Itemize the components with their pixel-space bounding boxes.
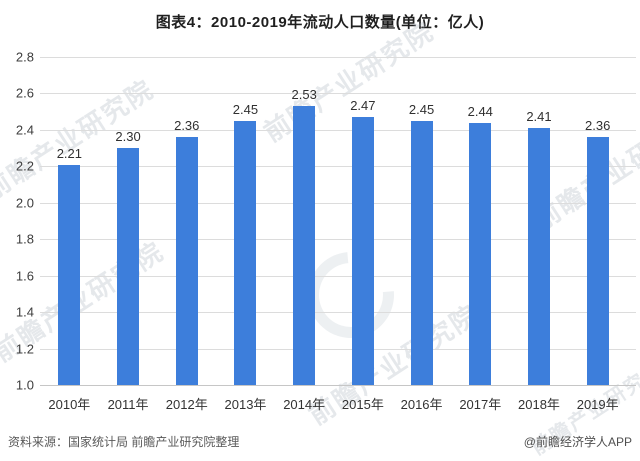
gridline <box>40 275 636 277</box>
x-tick-label: 2019年 <box>576 397 619 412</box>
bar-value-label: 2.45 <box>232 101 259 117</box>
gridline <box>40 57 636 58</box>
y-tick-label: 1.0 <box>15 377 34 393</box>
gridline <box>40 348 636 350</box>
chart-title: 图表4：2010-2019年流动人口数量(单位：亿人) <box>155 14 485 31</box>
x-tick-label: 2016年 <box>400 397 443 412</box>
gridline <box>40 129 636 131</box>
bar <box>58 164 81 385</box>
x-tick-label: 2013年 <box>224 397 267 412</box>
y-tick-label: 2.8 <box>15 49 34 65</box>
bar-value-label: 2.45 <box>408 101 435 117</box>
bar <box>234 120 257 385</box>
x-tick-label: 2017年 <box>459 397 502 412</box>
gridline <box>40 166 636 168</box>
y-tick-label: 1.4 <box>15 304 34 320</box>
y-tick-label: 1.8 <box>15 231 34 247</box>
gridline <box>40 202 636 204</box>
y-tick-label: 2.6 <box>15 85 34 101</box>
y-tick-label: 2.4 <box>15 122 34 138</box>
bar-value-label: 2.21 <box>56 145 82 161</box>
bar-column: 2.30 <box>99 57 158 385</box>
y-tick-label: 2.2 <box>15 158 34 174</box>
bar <box>527 128 550 385</box>
bars: 2.21 2.30 2.36 2.45 2.53 2.47 2.45 2.44 2.41 2.36 <box>40 57 627 385</box>
x-tick-label: 2010年 <box>48 397 91 412</box>
y-tick-label: 2.0 <box>15 195 34 211</box>
bar-column: 2.53 <box>275 57 334 385</box>
bar-column: 2.36 <box>568 57 627 385</box>
gridline <box>40 385 636 386</box>
bar-column: 2.41 <box>510 57 569 385</box>
bar <box>351 117 374 385</box>
gridline <box>40 312 636 314</box>
gridline <box>40 239 636 241</box>
bar <box>410 120 433 385</box>
footer: 资料来源：国家统计局 前瞻产业研究院整理 @前瞻经济学人APP <box>0 433 640 453</box>
x-tick-label: 2012年 <box>165 397 208 412</box>
footer-source: 资料来源：国家统计局 前瞻产业研究院整理 <box>8 435 240 449</box>
bar <box>117 148 140 385</box>
y-tick-label: 1.2 <box>15 341 34 357</box>
plot-area: 2.21 2.30 2.36 2.45 2.53 2.47 2.45 2.44 2.41 2.36 <box>40 57 636 386</box>
bar-column: 2.21 <box>40 57 99 385</box>
bar-value-label: 2.30 <box>115 129 141 145</box>
bar-column: 2.45 <box>392 57 451 385</box>
bar-value-label: 2.53 <box>291 87 317 103</box>
x-axis-labels: 2010年 2011年 2012年 2013年 2014年 2015年 2016年 2017年… <box>40 394 627 413</box>
bar <box>293 106 316 385</box>
bar <box>469 122 492 385</box>
bar-column: 2.47 <box>334 57 393 385</box>
y-tick-label: 1.6 <box>15 268 34 284</box>
bar-column: 2.45 <box>216 57 275 385</box>
y-axis-labels: 2.8 2.6 2.4 2.2 2.0 1.8 1.6 1.4 1.2 1.0 <box>0 50 34 393</box>
x-tick-label: 2018年 <box>518 397 560 412</box>
bar-value-label: 2.47 <box>350 98 376 114</box>
footer-credit: @前瞻经济学人APP <box>523 435 632 449</box>
bar-value-label: 2.36 <box>585 118 611 134</box>
bar <box>586 137 609 385</box>
x-tick-label: 2011年 <box>107 397 149 412</box>
bar <box>175 137 198 385</box>
bar-value-label: 2.36 <box>174 118 200 134</box>
x-tick-label: 2014年 <box>283 397 326 412</box>
bar-column: 2.44 <box>451 57 510 385</box>
bar-value-label: 2.41 <box>526 109 552 125</box>
gridlines <box>40 57 636 386</box>
bar-column: 2.36 <box>157 57 216 385</box>
gridline <box>40 93 636 95</box>
x-tick-label: 2015年 <box>341 397 384 412</box>
bar-value-label: 2.44 <box>467 103 493 119</box>
